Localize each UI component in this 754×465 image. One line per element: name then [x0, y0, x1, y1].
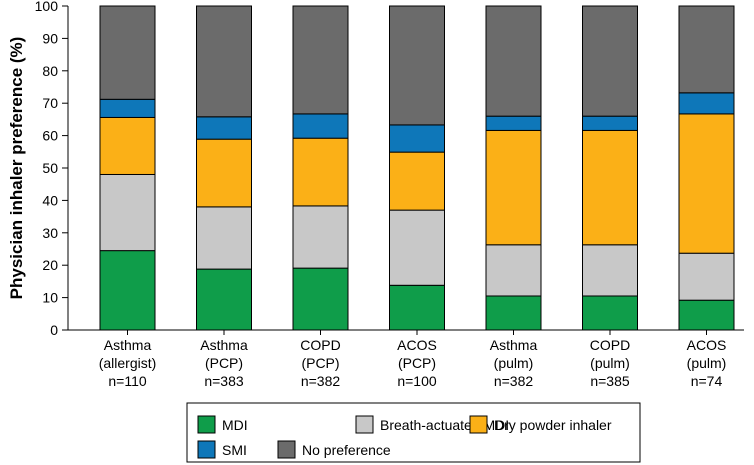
bar-segment-smi-1: [196, 116, 252, 140]
legend-label-dry-powder-inhaler: Dry powder inhaler: [494, 417, 612, 433]
bar-segment-breath-actuated-mdi-4: [485, 244, 542, 297]
legend-label-mdi: MDI: [222, 417, 248, 433]
bar-segment-smi-3: [389, 124, 445, 153]
bar-segment-smi-6: [678, 92, 735, 115]
legend-label-breath-actuated-mdi: Breath-actuated MDI: [380, 417, 509, 433]
category-label-1-line1: Asthma: [200, 337, 248, 353]
bar-segment-smi-0: [99, 98, 156, 118]
category-label-2-line3: n=382: [301, 373, 341, 389]
category-label-3-line3: n=100: [397, 373, 437, 389]
bar-segment-dry-powder-inhaler-5: [582, 129, 638, 246]
bar-segment-smi-2: [292, 113, 349, 139]
y-tick-label-0: 0: [50, 322, 58, 338]
bar-segment-breath-actuated-mdi-1: [196, 206, 252, 270]
legend-label-no-preference: No preference: [302, 442, 391, 458]
category-label-5-line3: n=385: [590, 373, 630, 389]
bar-segment-no-preference-1: [196, 5, 252, 118]
bar-segment-no-preference-0: [99, 5, 156, 100]
category-labels-group: Asthma (allergist) n=110 Asthma (PCP) n=383 CO…: [99, 330, 727, 389]
legend-label-smi: SMI: [222, 442, 247, 458]
category-label-4-line2: (pulm): [494, 355, 534, 371]
bar-segment-mdi-6: [678, 299, 735, 331]
bar-segment-mdi-5: [582, 295, 638, 331]
bar-segment-mdi-4: [485, 295, 542, 331]
legend-swatch-dry-powder-inhaler: [469, 415, 488, 434]
legend-swatch-no-preference: [277, 440, 296, 459]
bar-segment-breath-actuated-mdi-6: [678, 252, 735, 301]
legend-box: [186, 402, 641, 463]
category-label-3-line2: (PCP): [398, 355, 436, 371]
bar-segment-no-preference-5: [582, 5, 638, 117]
bar-segment-no-preference-2: [292, 5, 349, 115]
bar-segment-no-preference-6: [678, 5, 735, 94]
bar-segment-smi-5: [582, 115, 638, 131]
y-tick-label-70: 70: [42, 95, 58, 111]
category-label-4-line3: n=382: [494, 373, 534, 389]
bar-segment-breath-actuated-mdi-5: [582, 244, 638, 297]
bar-segment-breath-actuated-mdi-0: [99, 173, 156, 252]
bar-segment-dry-powder-inhaler-2: [292, 137, 349, 207]
category-label-6-line2: (pulm): [687, 355, 727, 371]
legend-swatch-smi: [197, 440, 216, 459]
y-tick-label-60: 60: [42, 128, 58, 144]
y-tick-label-50: 50: [42, 160, 58, 176]
y-ticks-group: 0 10 20 30 40 50 60 70 80 90 100: [35, 0, 68, 338]
category-label-5-line2: (pulm): [590, 355, 630, 371]
category-label-2-line1: COPD: [300, 337, 340, 353]
category-label-2-line2: (PCP): [301, 355, 339, 371]
category-label-4-line1: Asthma: [490, 337, 538, 353]
y-tick-label-30: 30: [42, 225, 58, 241]
legend-swatch-breath-actuated-mdi: [355, 415, 374, 434]
category-label-1-line3: n=383: [204, 373, 244, 389]
bar-segment-dry-powder-inhaler-3: [389, 151, 445, 211]
y-tick-label-100: 100: [35, 0, 59, 14]
category-label-0-line3: n=110: [108, 373, 146, 389]
category-label-0-line2: (allergist): [99, 355, 157, 371]
bar-segment-no-preference-4: [485, 5, 542, 117]
bars-group: [99, 5, 735, 331]
bar-segment-mdi-2: [292, 267, 349, 331]
bar-segment-mdi-1: [196, 268, 252, 331]
bar-segment-mdi-0: [99, 250, 156, 331]
y-axis-label: Physician inhaler preference (%): [7, 37, 26, 300]
legend-swatch-mdi: [197, 415, 216, 434]
bar-segment-dry-powder-inhaler-0: [99, 116, 156, 175]
bar-segment-mdi-3: [389, 284, 445, 331]
bar-segment-smi-4: [485, 115, 542, 131]
bar-segment-breath-actuated-mdi-3: [389, 209, 445, 286]
y-tick-label-10: 10: [42, 290, 58, 306]
category-label-0-line1: Asthma: [104, 337, 152, 353]
bar-segment-no-preference-3: [389, 5, 445, 126]
category-label-6-line3: n=74: [691, 373, 723, 389]
category-label-6-line1: ACOS: [687, 337, 727, 353]
y-tick-label-40: 40: [42, 192, 58, 208]
bar-segment-breath-actuated-mdi-2: [292, 205, 349, 269]
bar-segment-dry-powder-inhaler-1: [196, 138, 252, 208]
category-label-3-line1: ACOS: [397, 337, 437, 353]
y-tick-label-90: 90: [42, 30, 58, 46]
y-tick-label-20: 20: [42, 257, 58, 273]
y-tick-label-80: 80: [42, 63, 58, 79]
category-label-5-line1: COPD: [590, 337, 630, 353]
bar-segment-dry-powder-inhaler-4: [485, 129, 542, 246]
category-label-1-line2: (PCP): [205, 355, 243, 371]
bar-segment-dry-powder-inhaler-6: [678, 113, 735, 254]
